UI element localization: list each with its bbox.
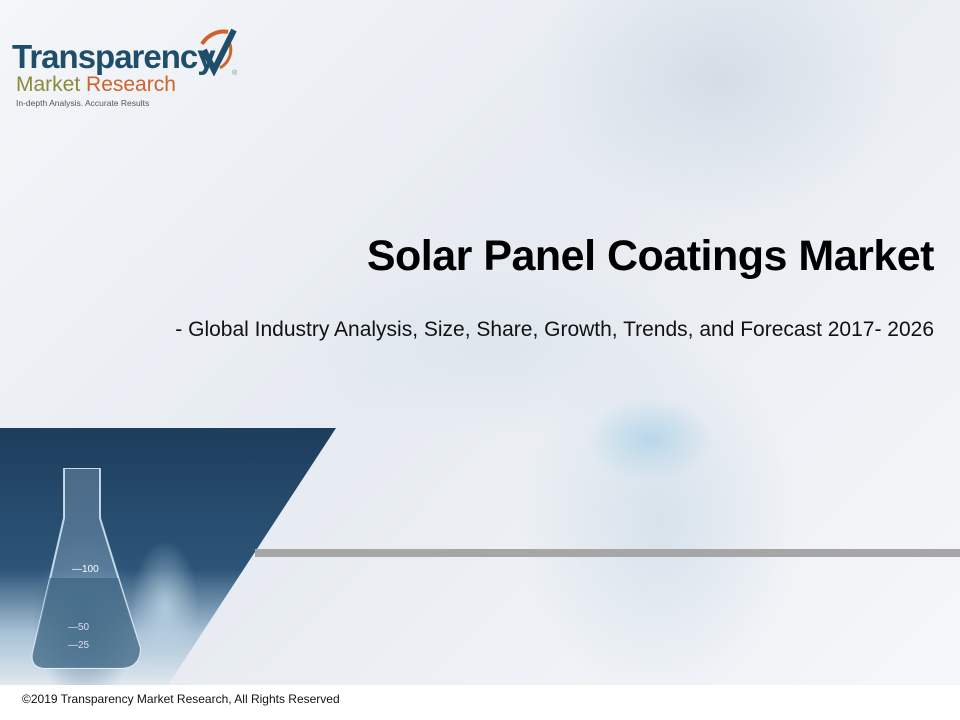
divider-bar xyxy=(255,549,960,557)
footer: ©2019 Transparency Market Research, All … xyxy=(0,685,960,720)
logo-line1: Transparency xyxy=(12,38,216,75)
svg-text:—100: —100 xyxy=(72,564,99,575)
svg-text:—50: —50 xyxy=(68,622,90,633)
company-logo: Transparency Market Research In-depth An… xyxy=(12,38,216,109)
copyright-text: ©2019 Transparency Market Research, All … xyxy=(22,692,340,706)
logo-line2: Market Research xyxy=(16,74,215,96)
logo-market: Market xyxy=(16,73,81,96)
logo-tagline: In-depth Analysis. Accurate Results xyxy=(16,98,150,108)
registered-mark: ® xyxy=(232,70,238,77)
logo-research: Research xyxy=(86,73,176,96)
page-title: Solar Panel Coatings Market xyxy=(366,232,935,280)
flask-illustration: —100 —50 —25 xyxy=(31,468,142,669)
page-subtitle: - Global Industry Analysis, Size, Share,… xyxy=(175,318,934,341)
svg-text:—25: —25 xyxy=(68,640,90,651)
checkmark-logo-icon xyxy=(200,28,237,76)
